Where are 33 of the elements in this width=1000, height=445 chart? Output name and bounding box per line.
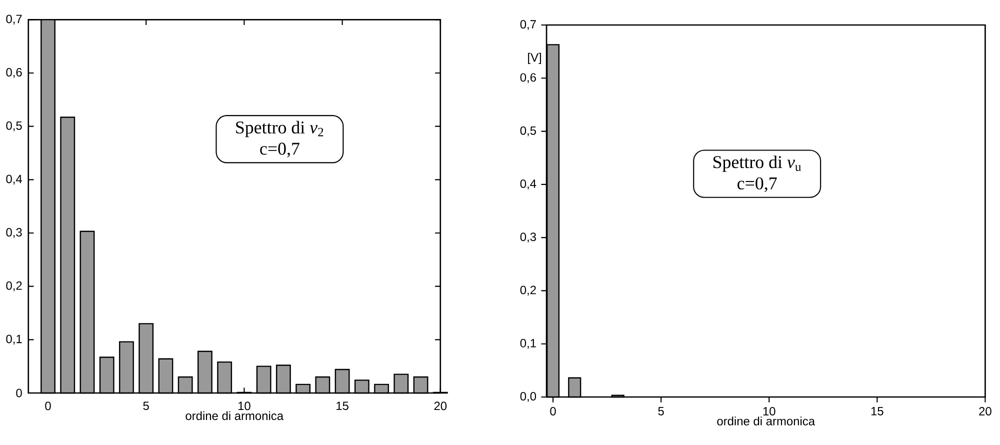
- x-tick-label: 20: [434, 402, 447, 410]
- annotation: Spettro di v$_{2}$: [236, 120, 324, 138]
- y-tick-label: 0,0: [520, 392, 536, 402]
- y-tick-label: 0,3: [520, 232, 536, 242]
- annotation: Spettro di v$_{u}$: [713, 156, 802, 172]
- y-tick-label: 0,7: [6, 14, 22, 25]
- y-tick-label: 0,5: [6, 121, 22, 132]
- annotation: c=0,7: [260, 142, 300, 158]
- x-tick-label: 15: [871, 407, 884, 416]
- y-tick-label: 0,4: [6, 174, 22, 185]
- x-axis-title: ordine di armonica: [186, 411, 284, 420]
- y-tick-label: 0,2: [520, 286, 536, 296]
- x-axis-title: ordine di armonica: [717, 416, 816, 426]
- annotation: c=0,7: [738, 177, 777, 192]
- y-tick-label: 0,1: [6, 334, 22, 345]
- y-tick-label: 0,4: [520, 179, 536, 190]
- y-tick-label: 0,1: [520, 338, 536, 349]
- y-tick-label: 0,5: [520, 126, 536, 136]
- x-tick-label: 5: [658, 407, 664, 416]
- y-tick-label: 0,6: [520, 73, 536, 84]
- y-axis-title: [V]: [528, 52, 541, 64]
- x-tick-label: 15: [336, 402, 348, 410]
- x-tick-label: 10: [763, 407, 776, 416]
- x-tick-label: 20: [979, 407, 992, 416]
- y-tick-label: 0,6: [6, 68, 22, 78]
- y-tick-label: 0,7: [520, 20, 536, 30]
- y-tick-label: 0,3: [6, 228, 22, 238]
- y-tick-label: 0: [16, 388, 22, 398]
- y-tick-label: 0,2: [6, 281, 22, 292]
- x-tick-label: 0: [45, 402, 51, 410]
- x-tick-label: 0: [550, 407, 556, 416]
- x-tick-label: 10: [238, 402, 250, 410]
- x-tick-label: 5: [143, 402, 149, 410]
